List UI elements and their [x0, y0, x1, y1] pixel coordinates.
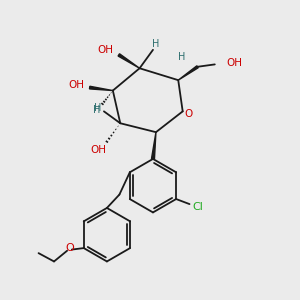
Text: OH: OH — [226, 58, 242, 68]
Text: H: H — [178, 52, 185, 62]
Text: H: H — [93, 106, 101, 116]
Polygon shape — [178, 66, 198, 80]
Text: OH: OH — [91, 145, 106, 155]
Text: OH: OH — [68, 80, 84, 90]
Text: H: H — [152, 40, 160, 50]
Text: O: O — [184, 109, 192, 119]
Polygon shape — [152, 132, 156, 159]
Text: Cl: Cl — [192, 202, 203, 212]
Text: OH: OH — [98, 45, 113, 56]
Polygon shape — [118, 54, 140, 68]
Text: O: O — [65, 243, 74, 253]
Text: H: H — [94, 103, 101, 113]
Polygon shape — [89, 86, 113, 91]
